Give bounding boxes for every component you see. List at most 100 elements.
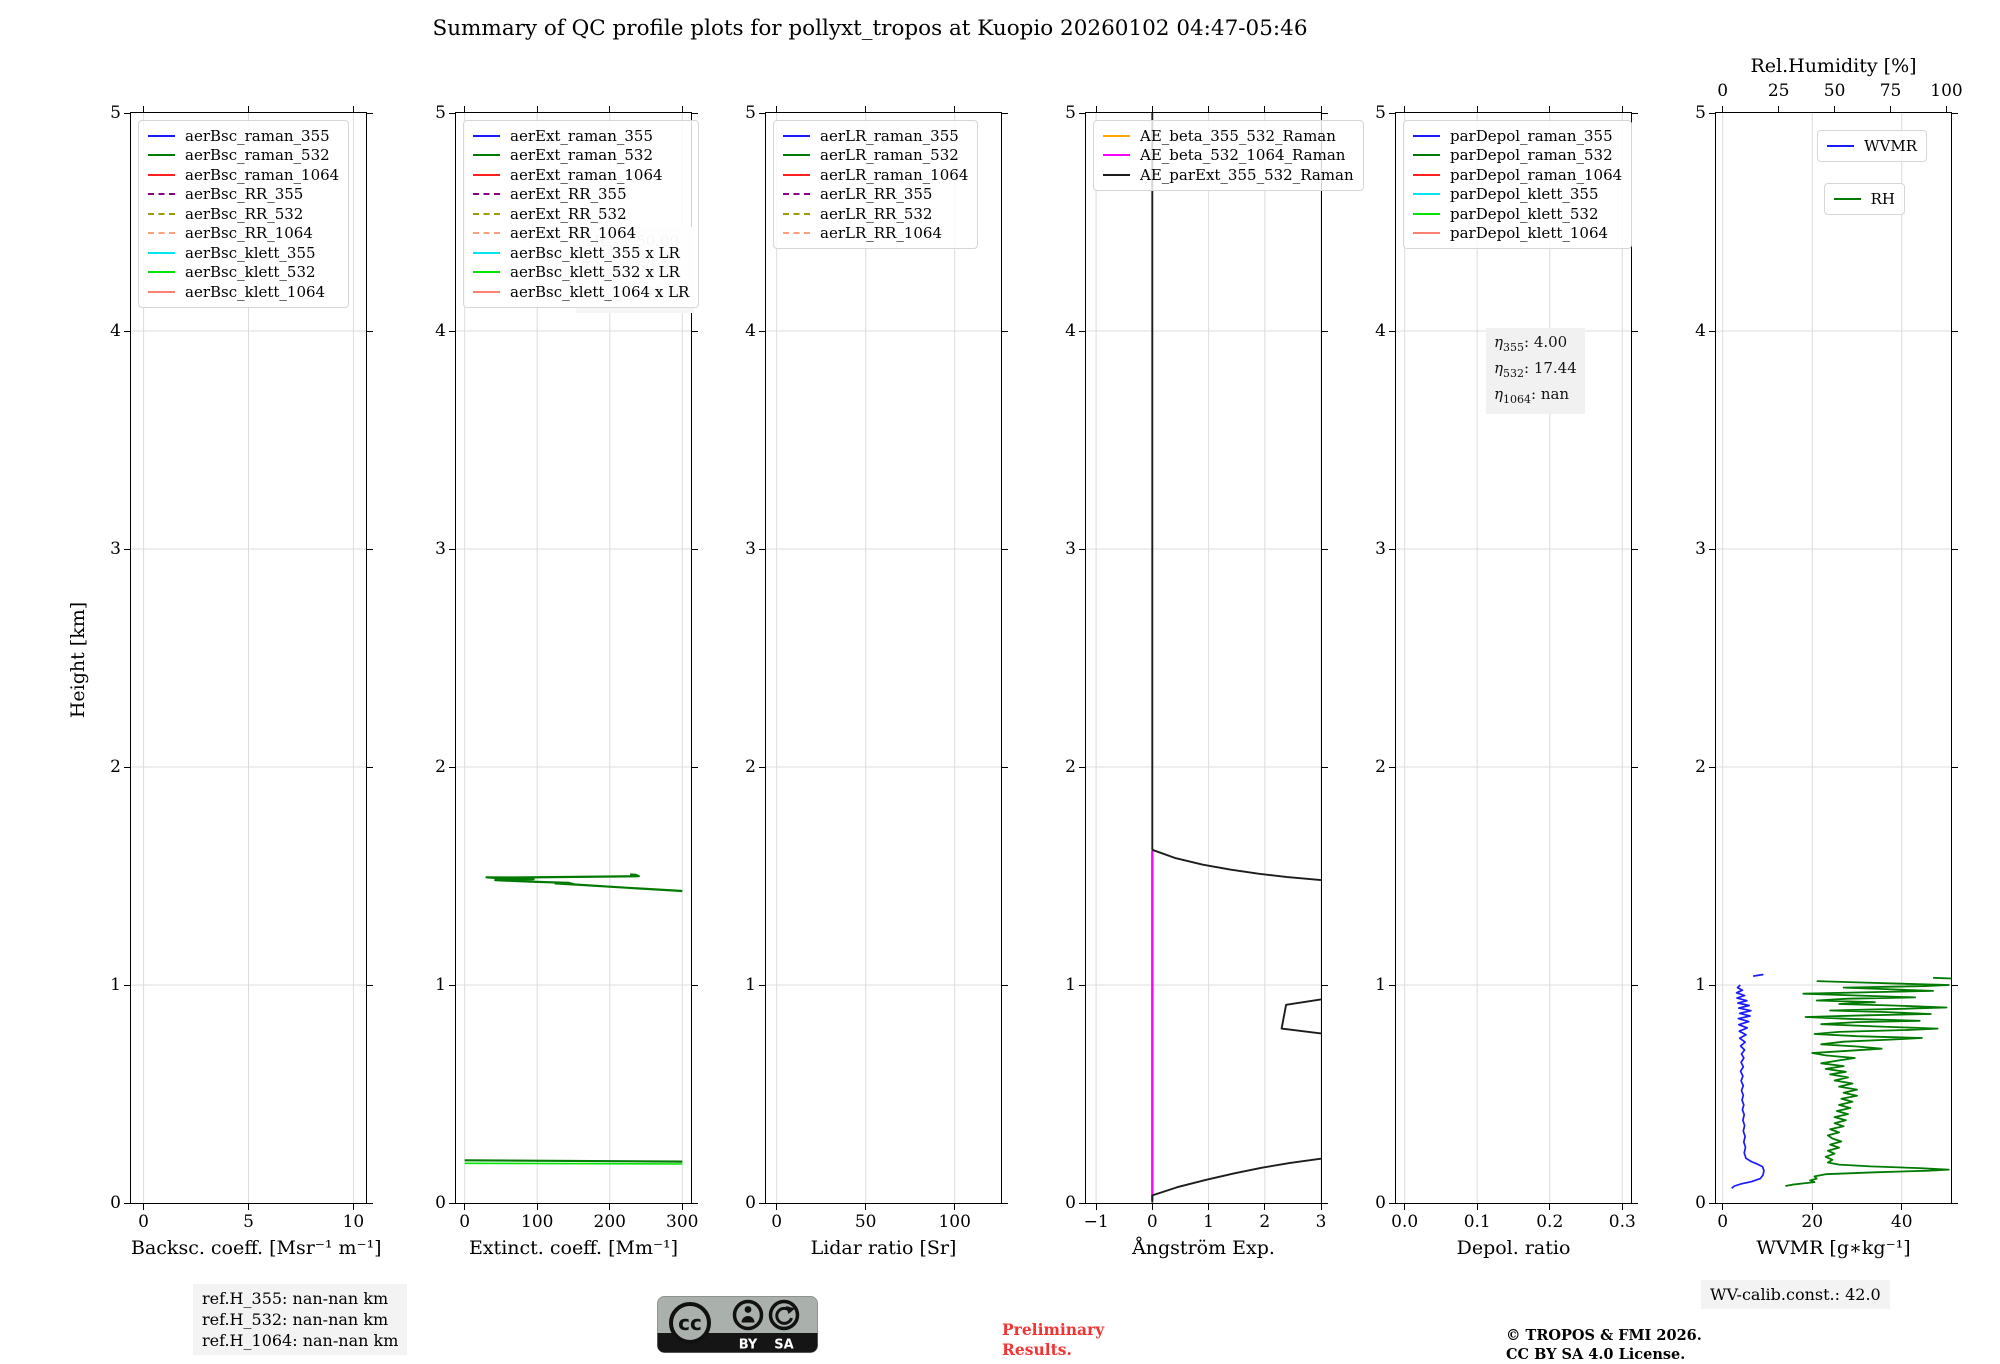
legend-entry: parDepol_klett_532 (1413, 204, 1622, 224)
ref-height-line: ref.H_532: nan-nan km (202, 1310, 389, 1329)
y-tick-label: 2 (435, 757, 446, 777)
legend-line-swatch (148, 173, 175, 176)
legend-entry: aerLR_RR_532 (783, 204, 968, 224)
y-tick-mark (1079, 330, 1086, 332)
legend-entry: aerBsc_RR_355 (148, 185, 339, 205)
y-tick-mark-right (366, 330, 373, 332)
eta-annotation: η355: 4.00 η532: 17.44 η1064: nan (1486, 328, 1585, 414)
y-tick-mark (1389, 330, 1396, 332)
y-tick-label: 2 (1375, 757, 1386, 777)
x-tick-mark (865, 1203, 867, 1210)
legend-line-swatch (1103, 154, 1130, 157)
y-tick-label: 2 (745, 757, 756, 777)
panel-5-depol: 0.0 0.1 0.2 0.3 0 1 2 3 4 5 Depol. ratio parDepol_r… (1375, 103, 1638, 1259)
legend-line-swatch (148, 212, 175, 215)
legend-label: parDepol_raman_1064 (1450, 165, 1623, 184)
y-tick-mark (449, 1202, 456, 1204)
series-aerExt_raman_532_overlap (464, 1159, 683, 1163)
legend: aerBsc_raman_355 aerBsc_raman_532 aerBsc_r… (138, 120, 350, 308)
y-tick-label: 4 (1695, 321, 1706, 341)
x-tick-mark-top (536, 106, 538, 113)
y-tick-label: 2 (1695, 757, 1706, 777)
x-tick-mark (609, 1203, 611, 1210)
legend-entry: WVMR (1827, 136, 1917, 156)
y-tick-mark (1709, 548, 1716, 550)
legend-entry: AE_beta_355_532_Raman (1103, 126, 1354, 146)
legend-label: aerExt_raman_355 (510, 126, 653, 145)
legend-entry: parDepol_klett_1064 (1413, 224, 1622, 244)
y-tick-mark (1389, 1202, 1396, 1204)
series-AE_parExt_355_532_Raman_lower (1151, 1157, 1321, 1203)
y-tick-mark (1389, 112, 1396, 114)
y-tick-label: 1 (1065, 975, 1076, 995)
top-axis-tick-mark (1890, 106, 1892, 113)
y-tick-label: 0 (435, 1193, 446, 1213)
x-tick-mark (1208, 1203, 1210, 1210)
preliminary-line: Results. (1002, 1340, 1072, 1359)
y-tick-mark-right (1951, 766, 1958, 768)
legend-line-swatch (473, 134, 500, 137)
top-axis-tick-label: 50 (1823, 81, 1846, 101)
y-tick-mark (124, 1202, 131, 1204)
y-tick-mark-right (1951, 1202, 1958, 1204)
y-tick-mark (759, 984, 766, 986)
y-tick-mark-right (366, 548, 373, 550)
x-tick-mark (1811, 1203, 1813, 1210)
series-WVMR_top_segment (1753, 973, 1764, 977)
top-axis-tick-label: 25 (1767, 81, 1790, 101)
y-tick-label: 5 (110, 103, 121, 123)
legend-label: AE_beta_532_1064_Raman (1140, 146, 1346, 165)
legend: parDepol_raman_355 parDepol_raman_532 parD… (1403, 120, 1633, 249)
x-axis-label: Ångström Exp. (1132, 1237, 1275, 1259)
legend-line-swatch (473, 290, 500, 293)
plot-area (766, 113, 1001, 1203)
x-tick-label: 20 (1801, 1212, 1824, 1232)
x-tick-mark (1264, 1203, 1266, 1210)
x-tick-mark-top (609, 106, 611, 113)
y-tick-mark (449, 112, 456, 114)
legend-label: aerLR_RR_355 (820, 185, 933, 204)
wv-calib-text: WV-calib.const.: 42.0 (1710, 1285, 1881, 1304)
legend-label: aerBsc_klett_355 x LR (510, 243, 680, 262)
top-axis-label: Rel.Humidity [%] (1750, 55, 1917, 77)
page-title: Summary of QC profile plots for pollyxt_… (432, 16, 1308, 41)
y-tick-mark (1709, 330, 1716, 332)
x-tick-mark (954, 1203, 956, 1210)
annotation-row: η355: 4.00 (1494, 333, 1568, 354)
legend-entry: aerLR_RR_1064 (783, 224, 968, 244)
x-tick-label: 40 (1890, 1212, 1913, 1232)
x-tick-label: 100 (521, 1212, 554, 1232)
y-tick-label: 4 (1065, 321, 1076, 341)
y-tick-mark-right (1951, 548, 1958, 550)
legend-line-swatch (783, 193, 810, 196)
x-tick-mark (143, 1203, 145, 1210)
x-tick-mark-top (1208, 106, 1210, 113)
legend-label: RH (1870, 189, 1895, 208)
x-tick-mark (1151, 1203, 1153, 1210)
legend-label: aerLR_raman_355 (820, 126, 959, 145)
legend-label: aerLR_RR_1064 (820, 224, 943, 243)
legend-label: aerBsc_klett_355 (185, 243, 316, 262)
y-tick-mark (1079, 1202, 1086, 1204)
y-tick-label: 0 (745, 1193, 756, 1213)
legend-entry: RH (1833, 189, 1895, 209)
legend-entry: aerLR_raman_532 (783, 146, 968, 166)
top-axis-tick-mark (1946, 106, 1948, 113)
y-tick-mark (1709, 112, 1716, 114)
x-tick-mark-top (1549, 106, 1551, 113)
legend-entry: aerBsc_RR_1064 (148, 224, 339, 244)
panel-6-wvmr: 0 20 40 0 1 2 3 4 5 0 25 50 75 100 Rel.Humidity [%] WVM… (1695, 55, 1963, 1259)
y-tick-mark-right (366, 984, 373, 986)
annotation-row: η1064: nan (1494, 385, 1570, 406)
y-tick-mark-right (1951, 112, 1958, 114)
legend-label: aerBsc_RR_355 (185, 185, 304, 204)
y-tick-mark-right (691, 548, 698, 550)
cc-by-label: BY (739, 1338, 758, 1353)
y-tick-label: 1 (745, 975, 756, 995)
x-tick-mark-top (1320, 106, 1322, 113)
x-tick-mark (681, 1203, 683, 1210)
y-tick-mark-right (1631, 548, 1638, 550)
legend-line-swatch (473, 251, 500, 254)
legend-label: AE_beta_355_532_Raman (1140, 126, 1336, 145)
y-tick-mark (1079, 112, 1086, 114)
